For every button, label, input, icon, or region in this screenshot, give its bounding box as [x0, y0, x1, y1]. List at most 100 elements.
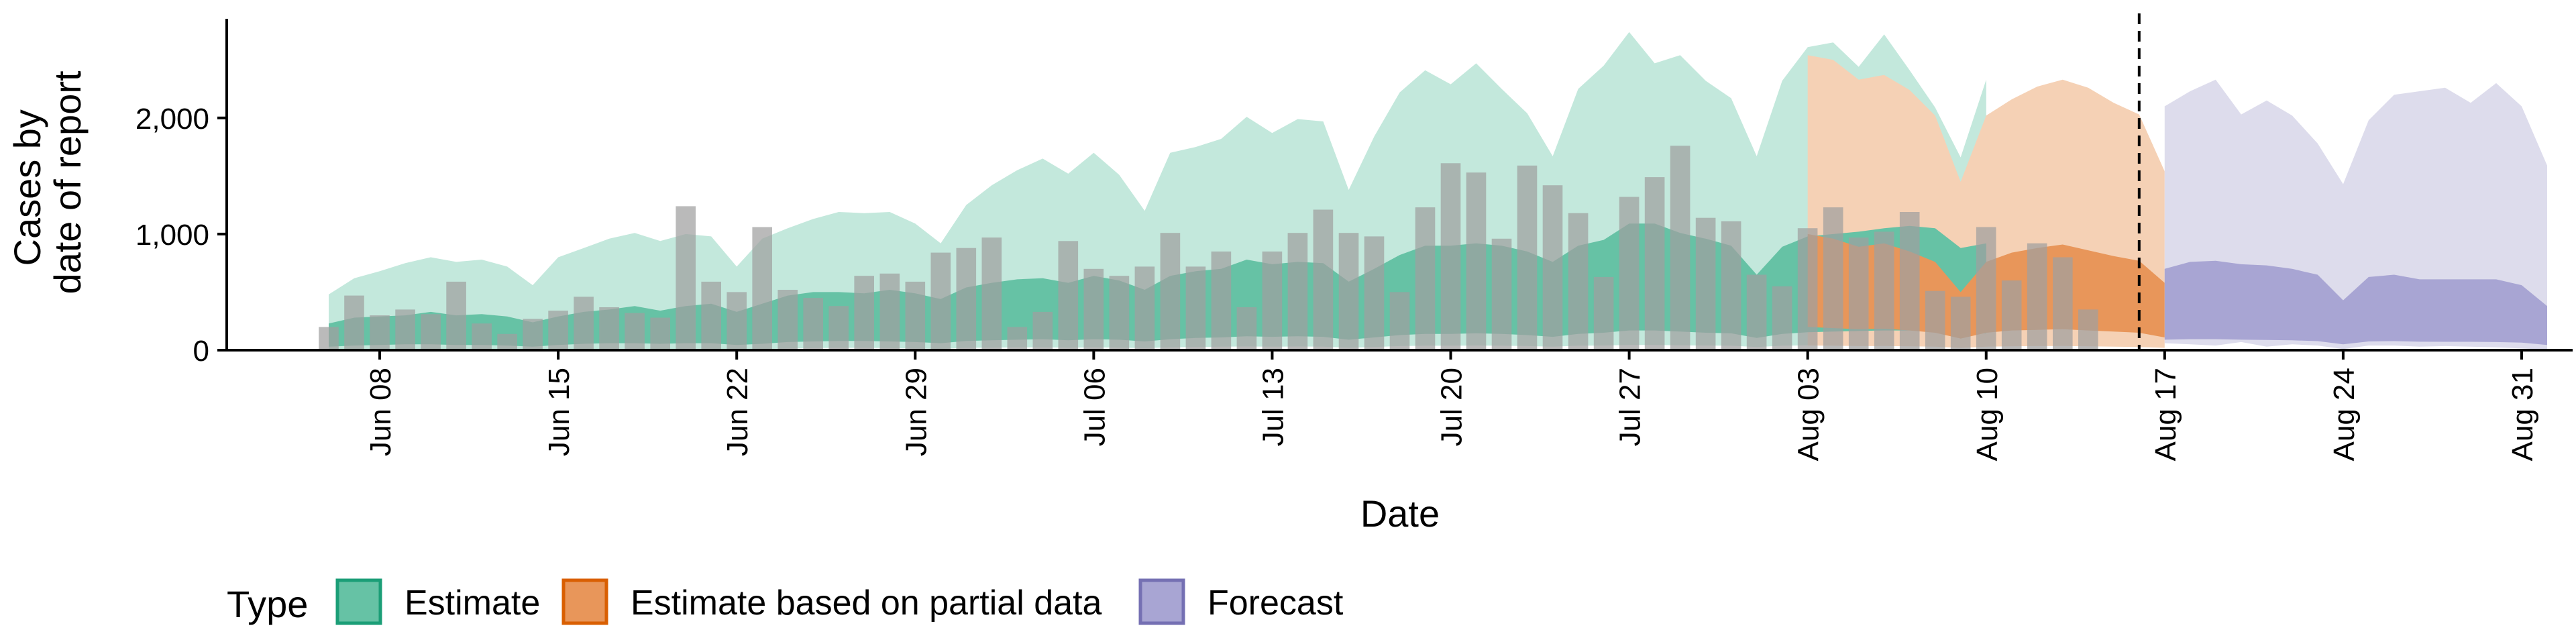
y-tick-label: 1,000 [136, 219, 209, 252]
legend-title: Type [227, 583, 308, 625]
legend-swatch-estimate [335, 578, 382, 625]
report-bar [777, 290, 798, 350]
report-bar [523, 319, 543, 350]
legend-swatch-estimate-based-on-partial-data [561, 578, 608, 625]
report-bar [1619, 197, 1640, 350]
legend-swatch-forecast [1138, 578, 1185, 625]
report-bar [625, 313, 645, 350]
x-tick-label: Jun 08 [364, 368, 397, 456]
report-bar [1721, 221, 1741, 350]
report-bar [2001, 280, 2022, 350]
x-tick-label: Jul 06 [1078, 368, 1111, 446]
report-bar [1007, 327, 1028, 350]
report-bar [1797, 228, 1818, 350]
report-bar [1058, 241, 1079, 350]
report-bar [1415, 207, 1436, 350]
report-bar [370, 315, 390, 350]
report-bar [1517, 165, 1538, 351]
x-ticks: Jun 08 Jun 15 Jun 22 Jun 29 Jul 06 Jul 13 Jul … [364, 350, 2539, 461]
y-tick-label: 0 [193, 335, 209, 368]
report-bar [727, 292, 747, 350]
report-bar [1593, 276, 1614, 350]
report-bar [1364, 236, 1385, 350]
x-tick-label: Aug 17 [2149, 368, 2182, 461]
report-bar [1134, 266, 1155, 350]
report-bar [1568, 213, 1589, 350]
report-bar [1236, 307, 1257, 350]
report-bar [1109, 276, 1130, 350]
report-bar [1925, 290, 1945, 350]
report-bar [1338, 233, 1359, 350]
report-bar [497, 333, 517, 350]
report-bars [319, 146, 2098, 351]
report-bar [981, 237, 1002, 350]
report-bar [752, 227, 772, 350]
report-bar [1848, 237, 1869, 350]
x-tick-label: Jun 22 [721, 368, 754, 456]
legend-label-estimate-based-on-partial-data: Estimate based on partial data [631, 584, 1102, 623]
report-bar [1083, 268, 1104, 350]
report-bar [854, 276, 874, 350]
report-bar [1262, 251, 1283, 350]
report-bar [1874, 231, 1894, 350]
report-bar [1389, 292, 1410, 350]
y-ticks: 0 1,000 2,000 [136, 103, 227, 368]
report-bar [1746, 274, 1767, 350]
report-bar [548, 311, 568, 350]
report-bar [599, 307, 619, 350]
x-tick-label: Jul 13 [1256, 368, 1289, 446]
x-tick-label: Aug 10 [1971, 368, 2004, 461]
y-axis-title-line-2: date of report [46, 70, 89, 294]
y-tick-label: 2,000 [136, 103, 209, 136]
report-bar [1772, 286, 1792, 350]
report-bar [2053, 257, 2073, 350]
x-tick-label: Jun 29 [900, 368, 932, 456]
report-bar [650, 317, 670, 350]
axes: 0 1,000 2,000 Jun 08 Jun 15 Jun 22 Jun 29 Jul … [136, 19, 2573, 461]
legend-label-forecast: Forecast [1208, 584, 1344, 623]
report-bar [472, 323, 492, 350]
report-bar [879, 273, 900, 350]
legend-label-estimate: Estimate [405, 584, 540, 623]
legend: Type Estimate Estimate based on partial d… [227, 578, 1344, 625]
forecast-inner-band [2164, 260, 2547, 345]
report-bar [1542, 185, 1563, 350]
report-bar [421, 314, 441, 350]
x-tick-label: Aug 24 [2328, 368, 2361, 461]
x-axis-title: Date [1360, 492, 1440, 535]
report-bar [319, 327, 339, 350]
report-bar [956, 248, 977, 350]
y-axis-title-line-1: Cases by [6, 109, 48, 266]
report-bar [1491, 238, 1512, 350]
report-bar [395, 309, 415, 350]
report-bar [676, 206, 696, 350]
report-bar [446, 281, 466, 350]
report-bar [1899, 212, 1920, 350]
x-tick-label: Jul 27 [1614, 368, 1647, 446]
report-bar [828, 306, 849, 350]
report-bar [930, 252, 951, 350]
report-bar [905, 281, 926, 350]
report-bar [1670, 146, 1690, 351]
report-bar [803, 298, 823, 350]
report-bar [2027, 243, 2047, 350]
report-bar [574, 297, 594, 350]
report-bar [1823, 207, 1843, 350]
report-bar [1440, 163, 1461, 351]
x-tick-label: Aug 03 [1792, 368, 1825, 461]
report-bar [1211, 251, 1232, 350]
report-bar [2078, 309, 2098, 350]
report-bar [1695, 217, 1716, 350]
report-bar [1466, 172, 1487, 350]
report-bar [701, 281, 721, 350]
plot-area [319, 13, 2547, 351]
report-bar [1313, 209, 1334, 350]
report-bar [1287, 233, 1308, 350]
report-bar [1644, 177, 1665, 350]
y-axis-title: Cases by date of report [6, 70, 89, 294]
x-tick-label: Jun 15 [543, 368, 576, 456]
report-bar [1950, 297, 1971, 350]
report-bar [1160, 233, 1181, 350]
report-bar [344, 295, 364, 350]
